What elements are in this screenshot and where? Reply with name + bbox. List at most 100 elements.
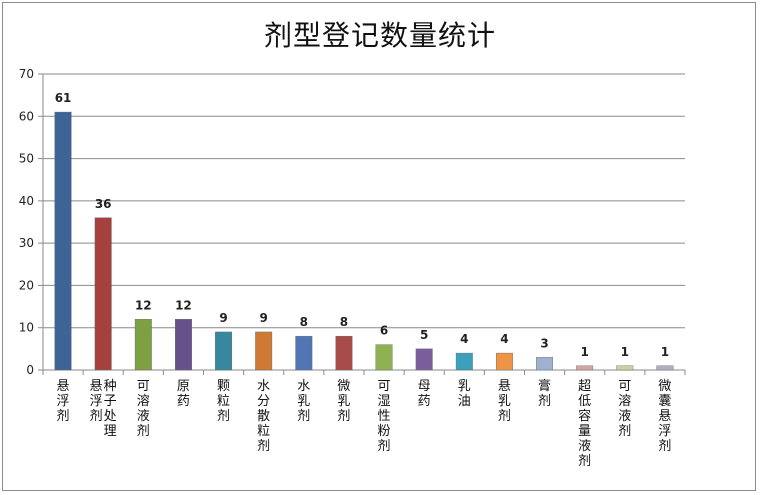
data-label: 36: [95, 197, 112, 211]
data-label: 12: [135, 298, 152, 312]
category-label-char: 液: [578, 439, 591, 454]
data-label: 4: [460, 332, 468, 346]
category-label-char: 悬: [90, 379, 103, 394]
category-label-char: 药: [177, 394, 190, 409]
category-label-char: 散: [257, 409, 270, 424]
data-label: 6: [380, 324, 388, 338]
y-tick-label: 60: [19, 109, 34, 123]
category-label-char: 乳: [297, 394, 310, 409]
bar: [295, 335, 313, 371]
category-label-char: 水: [257, 379, 270, 394]
category-label-char: 粒: [257, 424, 270, 439]
chart-title: 剂型登记数量统计: [263, 19, 496, 52]
bar: [576, 365, 594, 371]
data-label: 12: [175, 298, 192, 312]
data-label: 9: [260, 311, 268, 325]
category-label-char: 液: [618, 409, 631, 424]
category-label-char: 剂: [297, 409, 310, 424]
category-label-char: 量: [578, 424, 591, 439]
category-label-char: 可: [137, 379, 150, 394]
category-label-char: 剂: [337, 409, 350, 424]
bar: [174, 319, 192, 371]
category-label-char: 浮: [90, 394, 103, 409]
y-tick-label: 40: [19, 194, 34, 208]
category-label-char: 水: [297, 379, 310, 394]
category-label-char: 剂: [137, 424, 150, 439]
y-tick-label: 20: [19, 278, 34, 292]
category-label-char: 子: [104, 394, 117, 409]
category-label-char: 颗: [217, 379, 230, 394]
category-label-char: 乳: [498, 394, 511, 409]
category-label-char: 溶: [618, 394, 631, 409]
bar: [536, 357, 554, 371]
data-label: 1: [621, 345, 629, 359]
bar: [415, 348, 433, 371]
data-label: 8: [340, 315, 348, 329]
category-label-char: 可: [618, 379, 631, 394]
category-label-char: 剂: [498, 409, 511, 424]
bar: [215, 331, 233, 371]
category-label-char: 浮: [658, 424, 671, 439]
category-label-char: 乳: [337, 394, 350, 409]
category-label-char: 剂: [57, 409, 70, 424]
data-label: 5: [420, 328, 428, 342]
bar: [455, 352, 473, 371]
data-label: 9: [219, 311, 227, 325]
category-label-char: 微: [658, 379, 671, 394]
category-label-char: 溶: [137, 394, 150, 409]
category-label-char: 性: [378, 409, 391, 424]
category-label-char: 容: [578, 408, 591, 424]
category-label-char: 乳: [458, 379, 471, 394]
bar: [134, 319, 152, 371]
category-label-char: 剂: [538, 394, 551, 409]
bar: [335, 335, 353, 371]
category-label-char: 处: [104, 409, 117, 424]
category-label-char: 膏: [538, 378, 551, 394]
category-label-char: 剂: [658, 439, 671, 454]
bar: [616, 365, 634, 371]
data-label: 4: [500, 332, 508, 346]
category-label-char: 剂: [217, 409, 230, 424]
category-label-char: 悬: [57, 379, 70, 394]
bar: [375, 344, 393, 371]
bar: [54, 111, 72, 371]
category-label-char: 原: [177, 379, 190, 394]
data-label: 61: [55, 91, 72, 105]
category-label-char: 药: [418, 394, 431, 409]
y-tick-label: 30: [19, 236, 34, 250]
bar: [255, 331, 273, 371]
y-tick-label: 10: [19, 321, 34, 335]
category-label-char: 微: [337, 379, 350, 394]
category-label-char: 分: [257, 394, 270, 409]
data-label: 1: [661, 345, 669, 359]
data-label: 8: [300, 315, 308, 329]
y-tick-label: 50: [19, 152, 34, 166]
category-label-char: 粉: [378, 424, 391, 439]
category-label-char: 囊: [658, 393, 671, 409]
bar: [495, 352, 513, 371]
category-label-char: 种: [104, 379, 117, 394]
bar: [656, 365, 674, 371]
category-label-char: 剂: [257, 439, 270, 454]
category-label-char: 理: [104, 424, 117, 439]
category-label-char: 母: [418, 379, 431, 394]
y-tick-label: 0: [26, 363, 34, 377]
category-label-char: 湿: [378, 394, 391, 409]
category-label-char: 剂: [618, 424, 631, 439]
category-label-char: 浮: [57, 394, 70, 409]
category-label-char: 剂: [578, 454, 591, 469]
category-label-char: 悬: [658, 409, 671, 424]
category-label-char: 液: [137, 409, 150, 424]
bar: [94, 217, 112, 371]
category-label-char: 剂: [378, 439, 391, 454]
y-tick-label: 70: [19, 67, 34, 81]
data-label: 1: [581, 345, 589, 359]
category-label-char: 粒: [217, 394, 230, 409]
category-label-char: 悬: [498, 379, 511, 394]
category-label-char: 低: [578, 394, 591, 409]
data-label: 3: [540, 336, 548, 350]
category-label-char: 超: [578, 379, 591, 394]
category-label-char: 可: [378, 379, 391, 394]
